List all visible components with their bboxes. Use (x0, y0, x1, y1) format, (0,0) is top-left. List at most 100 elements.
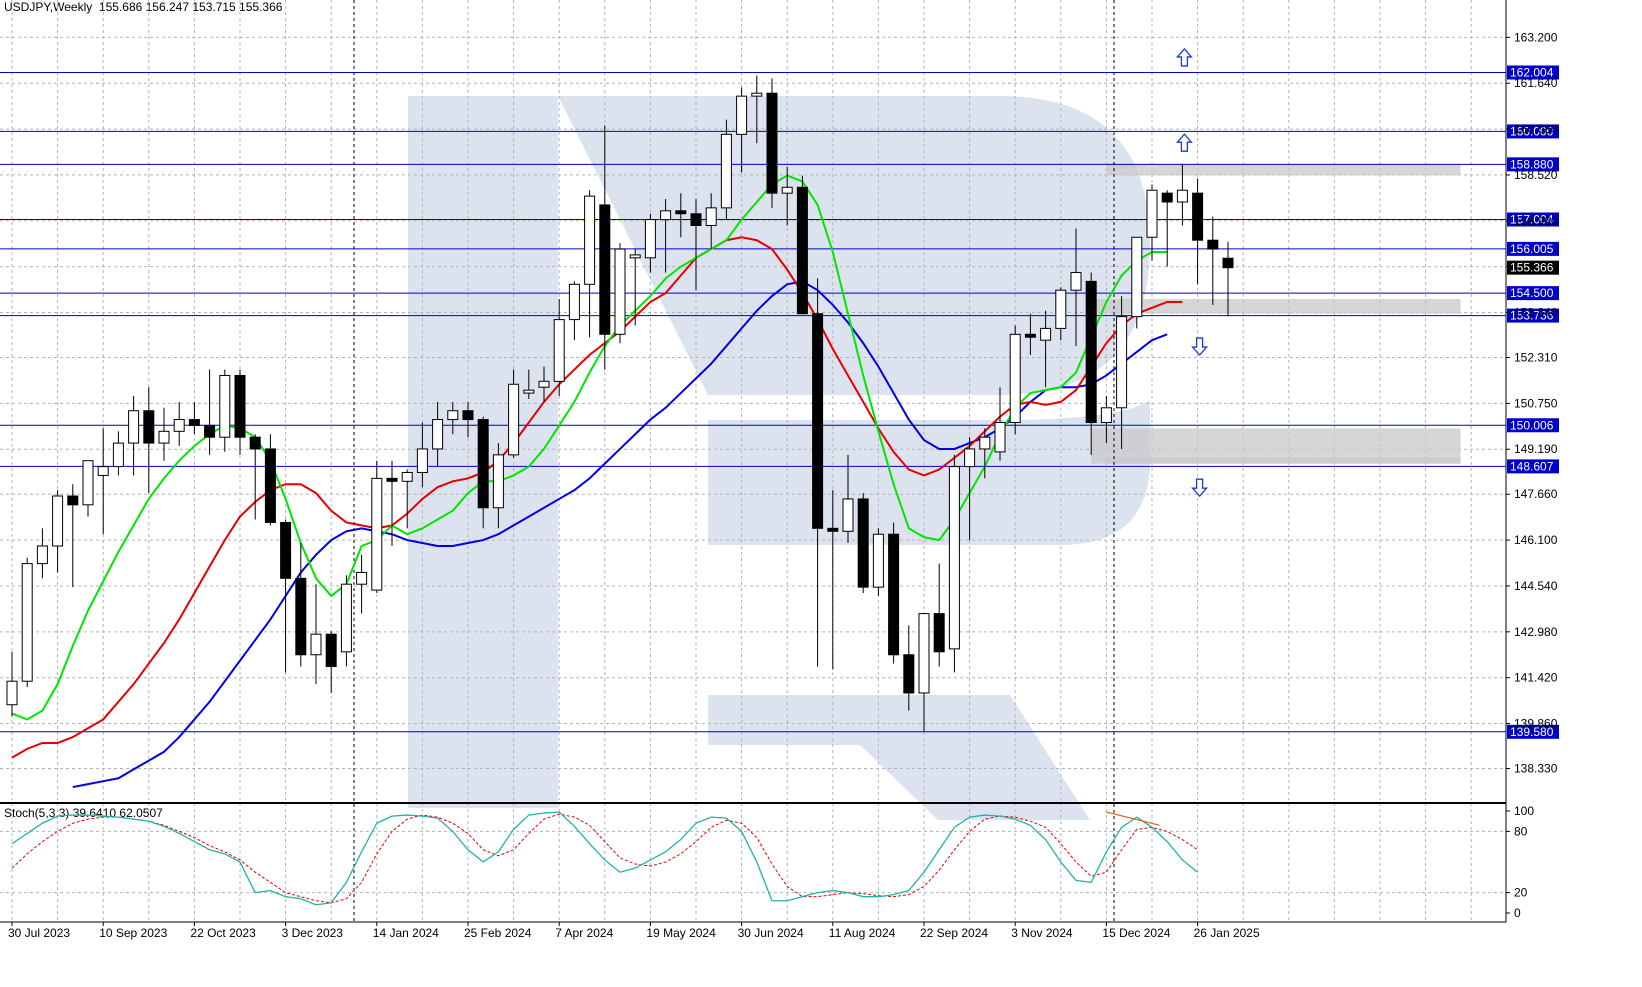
candle-body-61 (933, 613, 945, 653)
level-tag-0 (1507, 65, 1559, 80)
candle-body-57 (872, 533, 884, 588)
price-tick-label-14: 141.420 (1514, 671, 1558, 685)
candle-67 (1024, 313, 1036, 355)
level-tag-3 (1507, 212, 1559, 227)
candle-9 (143, 387, 155, 494)
candle-body-30 (462, 410, 474, 421)
date-label-5: 25 Feb 2024 (464, 926, 532, 940)
candle-body-39 (599, 204, 611, 335)
candle-body-69 (1055, 289, 1067, 329)
signal-arrows (1175, 47, 1209, 498)
level-label-5: 154.500 (1510, 286, 1554, 300)
date-label-4: 14 Jan 2024 (373, 926, 439, 940)
candle-body-3 (52, 495, 64, 547)
candle-6 (97, 428, 109, 535)
candle-0 (6, 651, 18, 717)
zones (1091, 163, 1461, 464)
candle-14 (219, 369, 231, 452)
candle-8 (128, 396, 140, 476)
date-label-9: 11 Aug 2024 (829, 926, 896, 940)
stochastic-panel (0, 802, 1506, 906)
period-separators (353, 0, 1115, 922)
candle-body-22 (340, 583, 352, 653)
candle-body-12 (188, 419, 200, 426)
candle-32 (492, 443, 504, 529)
price-tick-label-2: 160.080 (1514, 122, 1558, 136)
arrow-down-2 (1191, 337, 1209, 357)
candle-21 (325, 631, 337, 693)
candle-58 (888, 522, 900, 664)
candle-2 (36, 528, 48, 579)
candle-body-59 (903, 654, 915, 694)
candle-body-35 (538, 380, 550, 388)
candle-body-75 (1146, 189, 1158, 238)
level-label-1: 160.000 (1510, 124, 1554, 138)
candle-40 (614, 243, 626, 344)
candle-body-72 (1100, 407, 1112, 423)
candle-50 (766, 78, 778, 208)
level-tag-4 (1507, 241, 1559, 256)
candle-body-49 (751, 92, 763, 97)
candle-11 (173, 401, 185, 447)
stoch-tick-label-1: 80 (1514, 824, 1528, 838)
zone-1 (1091, 299, 1461, 314)
price-tick-label-11: 146.100 (1514, 533, 1558, 547)
date-label-12: 15 Dec 2024 (1102, 926, 1170, 940)
level-label-4: 156.005 (1510, 242, 1554, 256)
candle-body-58 (888, 533, 900, 656)
candle-15 (234, 369, 246, 455)
candle-70 (1070, 228, 1082, 347)
candle-body-41 (629, 254, 641, 259)
date-label-3: 3 Dec 2023 (282, 926, 344, 940)
candle-23 (356, 554, 368, 614)
candle-62 (948, 454, 960, 673)
candle-body-60 (918, 613, 930, 694)
candle-body-23 (356, 571, 368, 585)
level-label-9: 139.580 (1510, 725, 1554, 739)
ma-mid-line (11, 236, 1183, 759)
candle-66 (1009, 325, 1021, 435)
price-tick-label-7: 152.310 (1514, 351, 1558, 365)
stoch-main-line (11, 811, 1199, 906)
stoch-tick-label-3: 0 (1514, 906, 1521, 920)
candle-body-79 (1207, 239, 1219, 250)
candle-33 (508, 369, 520, 458)
candle-body-62 (948, 466, 960, 650)
arrow-up-1 (1175, 133, 1193, 152)
candle-60 (918, 613, 930, 732)
candle-body-50 (766, 92, 778, 194)
level-tag-7 (1507, 418, 1559, 433)
candle-31 (477, 416, 489, 529)
candle-body-25 (386, 477, 398, 482)
candle-38 (584, 190, 596, 338)
watermark-logo (408, 96, 1150, 820)
candle-body-77 (1176, 189, 1188, 203)
candle-63 (964, 437, 976, 541)
candle-61 (933, 563, 945, 667)
date-label-11: 3 Nov 2024 (1011, 926, 1073, 940)
candle-53 (812, 278, 824, 667)
level-label-6: 153.736 (1510, 309, 1554, 323)
candle-54 (827, 490, 839, 670)
candle-body-24 (371, 477, 383, 591)
date-label-7: 19 May 2024 (646, 926, 716, 940)
price-tick-label-12: 144.540 (1514, 579, 1558, 593)
candle-51 (781, 166, 793, 226)
price-tick-label-0: 163.200 (1514, 30, 1558, 44)
candle-44 (675, 193, 687, 238)
price-tick-label-3: 158.520 (1514, 168, 1558, 182)
level-label-8: 148.607 (1510, 459, 1554, 473)
candle-19 (295, 543, 307, 667)
candle-72 (1100, 396, 1112, 444)
candle-body-10 (158, 430, 170, 444)
candle-body-40 (614, 248, 626, 335)
candle-body-63 (964, 448, 976, 468)
zone-0 (1106, 163, 1461, 176)
candle-body-8 (128, 410, 140, 444)
stoch-title: Stoch(5,3,3) 39.6410 62.0507 (4, 806, 163, 820)
candle-body-67 (1024, 333, 1036, 338)
candle-body-71 (1085, 280, 1097, 423)
candle-body-46 (705, 207, 717, 227)
level-lines: 162.004 160.000 158.880 157.004 156.005 154.5… (0, 65, 1559, 739)
candle-36 (553, 299, 565, 397)
